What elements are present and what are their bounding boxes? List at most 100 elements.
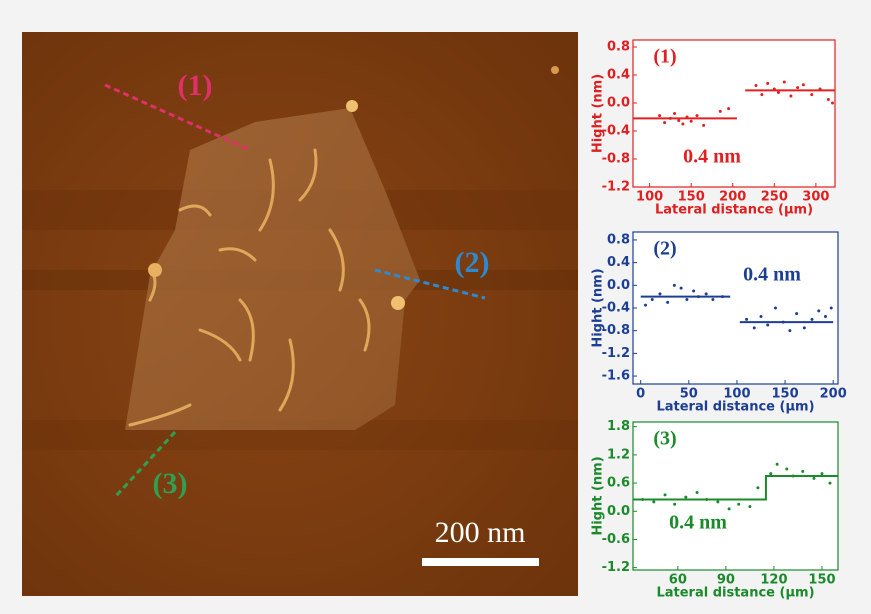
data-point (696, 491, 699, 494)
data-point (644, 304, 647, 307)
data-point (692, 289, 695, 292)
y-tick-label: 0.8 (607, 232, 630, 247)
data-point (705, 292, 708, 295)
data-point (827, 98, 830, 101)
data-point (690, 120, 693, 123)
y-tick-label: -1.2 (602, 180, 630, 195)
annotation: 0.4 nm (743, 264, 801, 286)
data-point (817, 309, 820, 312)
data-point (748, 505, 751, 508)
data-point (760, 93, 763, 96)
data-point (802, 83, 805, 86)
data-point (785, 467, 788, 470)
data-point (801, 470, 804, 473)
data-point (716, 500, 719, 503)
data-point (769, 472, 772, 475)
page: (1) (2) (3) 200 nm 0.8 0.4 0.0 -0.4 -0.8 -1.2… (0, 0, 871, 614)
data-point (777, 91, 780, 94)
x-axis-label: Lateral distance (μm) (655, 203, 813, 218)
data-point (728, 507, 731, 510)
y-tick-label: 0.4 (607, 68, 630, 83)
data-point (666, 301, 669, 304)
data-point (753, 326, 756, 329)
x-tick-label: 200 (820, 387, 847, 402)
y-tick-label: 1.2 (607, 447, 630, 462)
data-point (673, 284, 676, 287)
data-point (796, 86, 799, 89)
y-axis-label: Hight (nm) (591, 268, 606, 347)
scale-bar-label: 200 nm (435, 516, 526, 549)
y-tick-label: -1.2 (602, 560, 630, 575)
figure: (1) (2) (3) 200 nm 0.8 0.4 0.0 -0.4 -0.8 -1.2… (0, 0, 871, 614)
scale-bar (422, 558, 539, 566)
data-point (658, 292, 661, 295)
y-tick-label: 1.8 (607, 419, 630, 434)
particle (346, 100, 358, 112)
data-point (727, 107, 730, 110)
y-tick-label: 0.4 (607, 255, 630, 270)
data-point (820, 472, 823, 475)
data-point (766, 82, 769, 85)
data-point (737, 503, 740, 506)
data-point (824, 315, 827, 318)
y-tick-label: -0.8 (602, 152, 630, 167)
data-point (719, 110, 722, 113)
data-point (756, 486, 759, 489)
data-point (673, 112, 676, 115)
y-tick-label: 0.0 (607, 96, 630, 111)
annotation: 0.4 nm (669, 512, 727, 534)
data-point (783, 81, 786, 84)
data-point (755, 84, 758, 87)
data-point (711, 298, 714, 301)
y-tick-label: 0.0 (607, 504, 630, 519)
x-axis-label: Lateral distance (μm) (656, 586, 814, 601)
y-tick-label: 0.0 (607, 278, 630, 293)
data-point (831, 102, 834, 105)
data-point (681, 123, 684, 126)
data-point (696, 114, 699, 117)
afm-image: (1) (2) (3) 200 nm (22, 32, 578, 596)
data-point (789, 95, 792, 98)
data-point (664, 493, 667, 496)
particle (148, 263, 162, 277)
annotation: 0.4 nm (683, 146, 741, 168)
data-point (760, 315, 763, 318)
particle (551, 66, 559, 74)
data-point (685, 298, 688, 301)
y-tick-label: -1.2 (602, 346, 630, 361)
y-tick-label: 0.8 (607, 40, 630, 55)
data-point (774, 307, 777, 310)
data-point (766, 324, 769, 327)
chart-title: (1) (653, 46, 676, 68)
data-point (663, 121, 666, 124)
y-axis-label: Hight (nm) (591, 456, 606, 535)
particle (391, 296, 405, 310)
data-point (745, 318, 748, 321)
data-point (684, 496, 687, 499)
data-point (651, 298, 654, 301)
data-point (810, 93, 813, 96)
profile-label: (2) (455, 246, 490, 279)
data-point (828, 482, 831, 485)
y-tick-label: -0.6 (602, 532, 630, 547)
y-tick-label: -0.4 (602, 124, 630, 139)
data-point (776, 463, 779, 466)
y-axis-label: Hight (nm) (591, 74, 606, 153)
profile-label: (3) (153, 467, 188, 500)
chart-title: (2) (653, 238, 676, 260)
data-point (652, 500, 655, 503)
profile-label: (1) (178, 69, 213, 102)
data-point (811, 318, 814, 321)
data-point (803, 326, 806, 329)
data-point (658, 114, 661, 117)
y-tick-label: -0.8 (602, 323, 630, 338)
data-point (812, 477, 815, 480)
data-point (673, 503, 676, 506)
x-axis-label: Lateral distance (μm) (656, 400, 814, 415)
x-tick-label: 0 (636, 387, 645, 402)
data-point (677, 119, 680, 122)
data-point (795, 312, 798, 315)
chart-title: (3) (653, 428, 676, 450)
data-point (830, 307, 833, 310)
y-tick-label: -1.6 (602, 369, 630, 384)
